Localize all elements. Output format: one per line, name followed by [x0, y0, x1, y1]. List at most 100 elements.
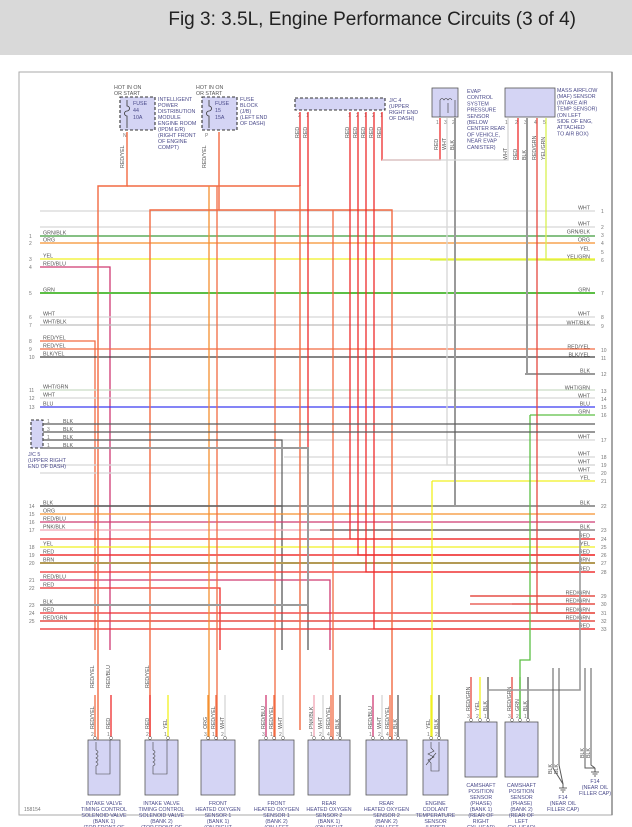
maf-label: (INTAKE AIR — [557, 100, 588, 106]
component-pin-number: 1 — [369, 732, 372, 738]
evap-label: EVAP — [467, 89, 481, 95]
jc4-wire-label: RED — [345, 127, 351, 138]
left-row-number: 10 — [29, 355, 35, 361]
ground-label: F14 — [590, 779, 599, 785]
evap-label: (BELOW — [467, 120, 488, 126]
component-label: TIMING CONTROL — [139, 807, 185, 813]
fuse1-branch-wire — [127, 185, 301, 730]
maf-pin-number: 5 — [543, 120, 546, 126]
component-wire-label: RED/YEL — [211, 706, 217, 729]
maf-wire — [526, 118, 595, 375]
right-row-number: 21 — [601, 479, 607, 485]
component-label: SENSOR 1 — [205, 813, 232, 819]
pin-terminal — [109, 736, 113, 740]
left-row-number: 12 — [29, 396, 35, 402]
jc4-wire-label: RED — [369, 127, 375, 138]
right-row-label: RED/YEL — [567, 345, 590, 351]
left-row-label: WHT — [43, 393, 56, 399]
pin-terminal — [429, 736, 433, 740]
fuse-label: FUSE — [133, 101, 148, 107]
left-row-number: 7 — [29, 323, 32, 329]
left-row-label: ORG — [43, 509, 55, 515]
left-row-label: RED/YEL — [43, 344, 66, 350]
left-row-wire — [40, 579, 331, 650]
pin-terminal — [380, 736, 384, 740]
component-pin-number: 4 — [386, 732, 389, 738]
right-row-label: WHT — [578, 435, 591, 441]
evap-wire-label: BLK — [450, 140, 456, 150]
evap-label: NEAR EVAP — [467, 139, 497, 145]
left-row-label: WHT — [43, 312, 56, 318]
component-wire-label: RED/YEL — [145, 665, 151, 688]
right-row-label: GRN — [578, 288, 590, 294]
component-label: (BANK 1) — [93, 819, 116, 825]
left-row-number: 2 — [29, 241, 32, 247]
component-box — [422, 739, 449, 796]
right-row-label: RED/GRN — [566, 599, 591, 605]
fuse-label: 10A — [133, 115, 143, 121]
right-row-number: 24 — [601, 537, 607, 543]
component-wire-label: YEL — [163, 719, 169, 729]
component-pin-number: 2 — [476, 714, 479, 720]
pin-terminal — [312, 736, 316, 740]
left-row-label: BLK — [43, 501, 53, 507]
evap-label: SYSTEM — [467, 101, 489, 107]
solenoid-coil-icon — [152, 740, 168, 775]
evap-label: SENSOR — [467, 114, 490, 120]
fuse-location-label: OF ENGINE — [158, 139, 188, 145]
evap-wire — [454, 118, 595, 507]
component-label: (ON LEFT — [374, 825, 399, 827]
right-row-number: 25 — [601, 545, 607, 551]
component-pin-number: 2 — [146, 732, 149, 738]
jc5-pin-number: 1 — [47, 419, 50, 425]
component-label: (BANK 2) — [150, 819, 173, 825]
evap-pressure-sensor — [431, 87, 459, 118]
component-pin-number: 2 — [516, 714, 519, 720]
joint-connector-jc4 — [294, 97, 386, 111]
component-box — [365, 739, 408, 796]
jc4-label: (UPPER — [389, 104, 409, 110]
component-box — [307, 739, 351, 796]
pin-terminal — [206, 736, 210, 740]
left-row-number: 3 — [29, 257, 32, 263]
pin-terminal — [338, 736, 342, 740]
left-row-number: 1 — [29, 234, 32, 240]
fuse-location-label: (IPDM E/R) — [158, 127, 185, 133]
jc4-wire-label: RED — [303, 127, 309, 138]
right-row-number: 12 — [601, 372, 607, 378]
right-row-number: 3 — [601, 233, 604, 239]
component-label: (BANK 1) — [207, 819, 230, 825]
pin-terminal — [518, 718, 522, 722]
left-row-number: 19 — [29, 553, 35, 559]
right-row-number: 9 — [601, 324, 604, 330]
maf-wire — [545, 118, 595, 261]
figure-code: 158154 — [24, 807, 41, 813]
solenoid-coil-icon — [95, 740, 111, 775]
right-row-label: RED — [579, 534, 590, 540]
right-row-number: 17 — [601, 438, 607, 444]
component-pin-number: 2 — [279, 732, 282, 738]
pin-terminal — [510, 718, 514, 722]
component-label: RIGHT — [473, 819, 490, 825]
figure-title: Fig 3: 3.5L, Engine Performance Circuits… — [168, 9, 576, 30]
right-row-label: BLK — [580, 525, 590, 531]
component-wire-label: BLK — [523, 701, 529, 711]
left-row-label: BLU — [43, 402, 53, 408]
jc5-label: J/C 5 — [28, 452, 40, 458]
component-label: (PHASE) — [470, 801, 492, 807]
component-wire-label: RED/YEL — [90, 706, 96, 729]
jc4-wire — [349, 112, 595, 540]
component-pin-number: 2 — [378, 732, 381, 738]
component-label: REAR — [379, 801, 394, 807]
left-row-number: 20 — [29, 561, 35, 567]
maf-pin-number: 1 — [505, 120, 508, 126]
component-pin-number: 3 — [508, 714, 511, 720]
component-pin-number: 1 — [270, 732, 273, 738]
right-row-number: 14 — [601, 397, 607, 403]
right-row-label: RED — [579, 567, 590, 573]
component-label: CYL HEAD) — [507, 825, 535, 827]
fuse-icon — [124, 100, 130, 128]
component-label: CYL HEAD) — [467, 825, 495, 827]
right-row-label: YEL — [580, 247, 590, 253]
component-label: (TOP FRONT OF — [84, 825, 126, 827]
